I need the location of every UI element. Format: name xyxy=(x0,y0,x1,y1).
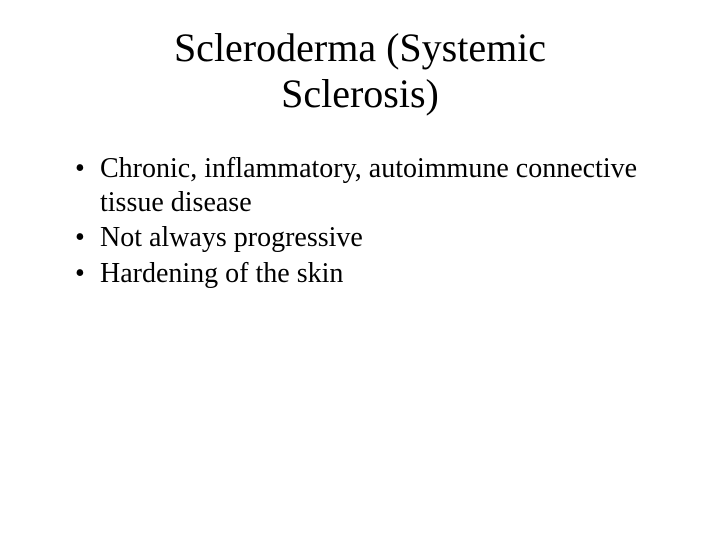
list-item: Not always progressive xyxy=(70,221,660,255)
slide-container: Scleroderma (Systemic Sclerosis) Chronic… xyxy=(0,0,720,540)
list-item: Chronic, inflammatory, autoimmune connec… xyxy=(70,152,660,219)
slide-title: Scleroderma (Systemic Sclerosis) xyxy=(60,25,660,117)
bullet-list: Chronic, inflammatory, autoimmune connec… xyxy=(60,152,660,290)
list-item: Hardening of the skin xyxy=(70,257,660,291)
